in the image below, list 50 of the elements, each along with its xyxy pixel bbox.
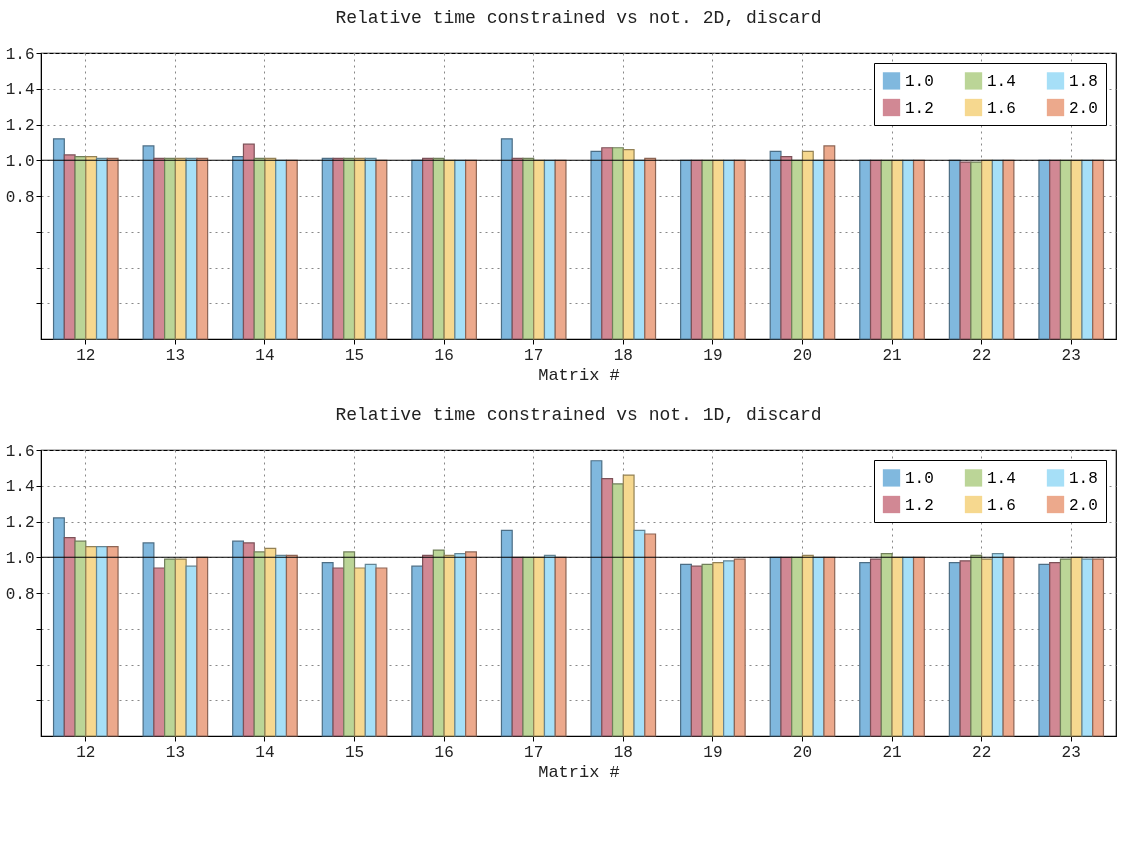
x-tick-label: 22 xyxy=(972,743,992,762)
x-tick-label: 17 xyxy=(524,743,544,762)
legend-label: 1.2 xyxy=(905,496,934,515)
legend-label: 1.8 xyxy=(1069,72,1098,91)
x-tick-label: 16 xyxy=(434,743,454,762)
x-tick-label: 18 xyxy=(613,346,633,365)
legend-label: 1.6 xyxy=(987,496,1016,515)
legend-label: 1.2 xyxy=(905,99,934,118)
legend-label: 1.8 xyxy=(1069,469,1098,488)
y-tick-label: 1.2 xyxy=(5,514,35,532)
x-tick-label: 16 xyxy=(434,346,454,365)
x-tick-label: 13 xyxy=(165,743,185,762)
x-tick-label: 21 xyxy=(882,743,902,762)
x-tick-label: 20 xyxy=(792,743,813,762)
legend-label: 1.4 xyxy=(987,469,1016,488)
y-tick-label: 1.2 xyxy=(5,117,35,135)
x-tick-label: 14 xyxy=(255,743,275,762)
x-tick-label: 19 xyxy=(703,346,723,365)
x-tick-label: 22 xyxy=(972,346,992,365)
x-tick-label: 12 xyxy=(76,743,96,762)
x-axis-title: Matrix # xyxy=(538,762,620,782)
y-tick-label: 1.6 xyxy=(5,442,35,461)
x-tick-label: 20 xyxy=(792,346,813,365)
legend-label: 1.0 xyxy=(905,469,934,488)
y-tick-label: 1.0 xyxy=(5,549,35,568)
x-tick-label: 15 xyxy=(344,346,365,365)
y-tick-label: 0.8 xyxy=(5,188,35,207)
x-axis-title: Matrix # xyxy=(538,365,620,385)
x-tick-label: 12 xyxy=(76,346,96,365)
x-tick-label: 18 xyxy=(613,743,633,762)
y-tick-label: 0.8 xyxy=(5,585,35,604)
x-tick-label: 17 xyxy=(524,346,544,365)
x-tick-label: 23 xyxy=(1061,743,1081,762)
y-tick-label: 1.0 xyxy=(5,152,35,171)
chart-title: Relative time constrained vs not. 1D, discard xyxy=(335,405,822,425)
x-tick-label: 19 xyxy=(703,743,723,762)
legend-label: 2.0 xyxy=(1069,496,1098,515)
y-tick-label: 1.4 xyxy=(5,81,35,100)
x-tick-label: 15 xyxy=(344,743,365,762)
y-tick-label: 1.6 xyxy=(5,45,35,64)
legend-label: 1.4 xyxy=(987,72,1016,91)
x-tick-label: 13 xyxy=(165,346,185,365)
x-tick-label: 21 xyxy=(882,346,902,365)
chart-title: Relative time constrained vs not. 2D, discard xyxy=(335,8,822,28)
x-tick-label: 14 xyxy=(255,346,275,365)
y-tick-label: 1.4 xyxy=(5,478,35,497)
legend-label: 2.0 xyxy=(1069,99,1098,118)
x-tick-label: 23 xyxy=(1061,346,1081,365)
legend-label: 1.0 xyxy=(905,72,934,91)
legend-label: 1.6 xyxy=(987,99,1016,118)
